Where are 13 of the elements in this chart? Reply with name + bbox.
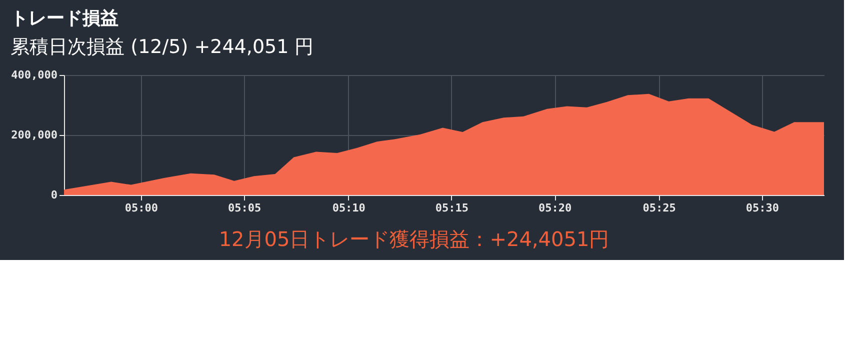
x-tick-label: 05:30 xyxy=(746,202,779,214)
chart-subtitle: 累積日次損益 (12/5) +244,051 円 xyxy=(10,36,314,58)
x-tick-label: 05:05 xyxy=(228,202,262,214)
x-tick-label: 05:15 xyxy=(435,202,469,214)
y-tick-label: 200,000 xyxy=(11,128,58,142)
text: 12月05日トレード獲得損益：+24,4051円 xyxy=(218,227,610,251)
chart-title: トレード損益 xyxy=(10,8,119,29)
x-tick-label: 05:10 xyxy=(332,202,366,214)
x-tick-label: 05:20 xyxy=(538,202,572,214)
y-tick-label: 400,000 xyxy=(11,68,58,82)
y-tick-label: 0 xyxy=(50,188,58,202)
x-tick-label: 05:00 xyxy=(124,202,158,214)
x-tick-label: 05:25 xyxy=(642,202,676,214)
